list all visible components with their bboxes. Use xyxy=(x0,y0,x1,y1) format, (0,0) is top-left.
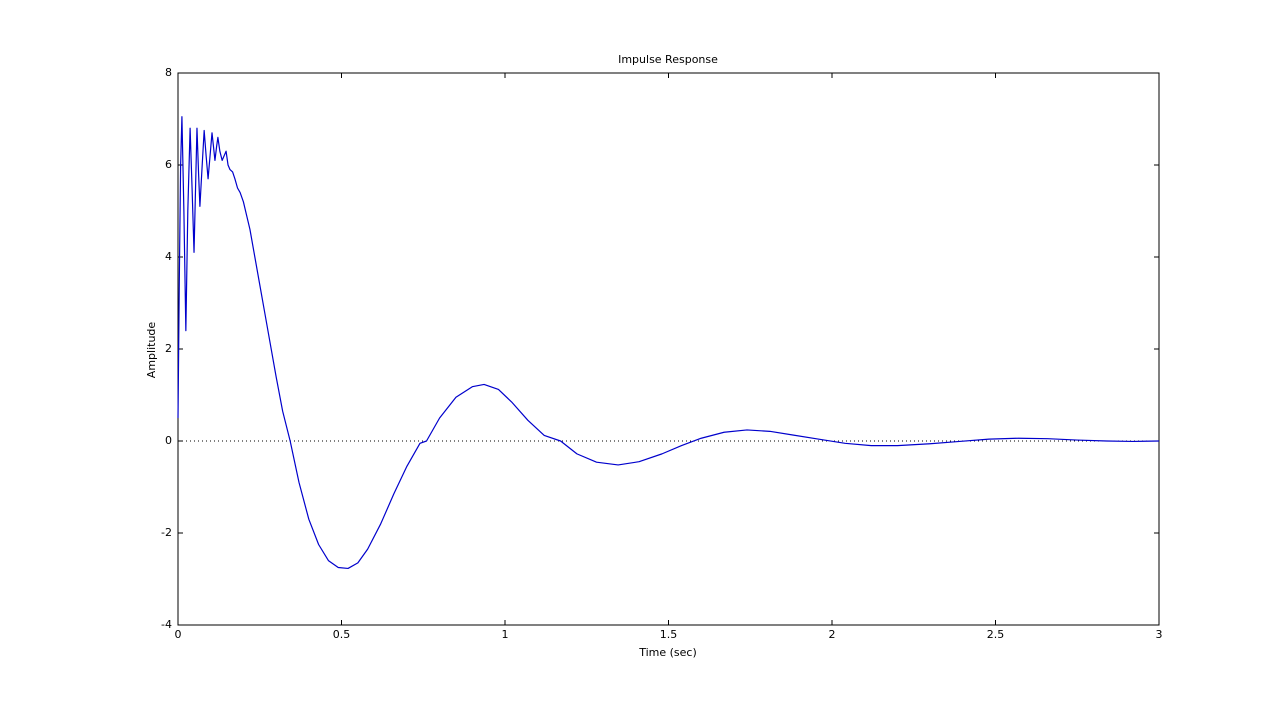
x-tick-label: 2.5 xyxy=(987,628,1005,641)
x-tick-label: 0 xyxy=(175,628,182,641)
y-tick-label: 8 xyxy=(165,66,172,79)
x-tick-label: 3 xyxy=(1156,628,1163,641)
y-tick-label: 4 xyxy=(165,250,172,263)
y-tick-label: 0 xyxy=(165,434,172,447)
x-tick-label: 2 xyxy=(829,628,836,641)
y-tick-label: -2 xyxy=(161,526,172,539)
y-tick-label: 6 xyxy=(165,158,172,171)
plot-frame xyxy=(177,72,1160,626)
chart-title: Impulse Response xyxy=(618,53,718,66)
x-tick-label: 1.5 xyxy=(660,628,678,641)
y-axis-label: Amplitude xyxy=(145,322,158,379)
x-tick-label: 0.5 xyxy=(333,628,351,641)
y-tick-label: -4 xyxy=(161,618,172,631)
y-tick-label: 2 xyxy=(165,342,172,355)
x-axis-label: Time (sec) xyxy=(638,646,697,659)
x-tick-label: 1 xyxy=(502,628,509,641)
data-line xyxy=(177,116,1160,570)
